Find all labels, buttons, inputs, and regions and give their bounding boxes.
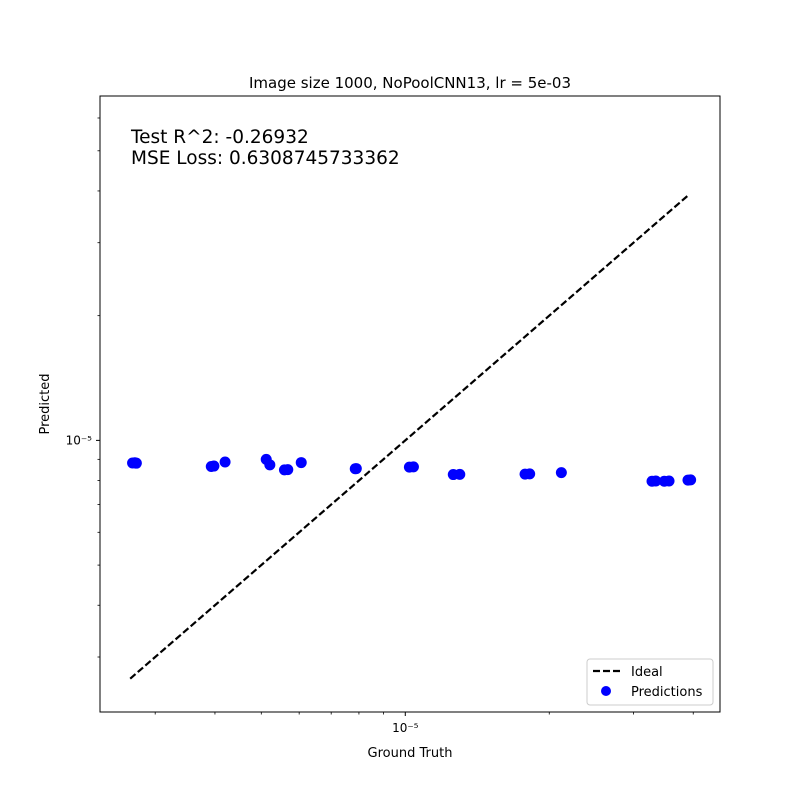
x-axis-label: Ground Truth [368,746,453,761]
y-axis-label: Predicted [38,373,53,434]
prediction-point [407,461,419,473]
prediction-point [663,475,675,487]
prediction-point [208,460,220,472]
y-tick-label: 10⁻⁵ [66,433,93,447]
prediction-point [685,474,697,486]
r2-annotation: Test R^2: -0.26932 [130,127,309,148]
legend-predictions-swatch [601,686,611,696]
data-marks [127,194,697,680]
x-tick-label: 10⁻⁵ [392,721,419,735]
axis-ticks: 10⁻⁵ 10⁻⁵ [66,117,694,735]
prediction-point [295,457,307,469]
chart-title: Image size 1000, NoPoolCNN13, lr = 5e-03 [249,74,571,92]
legend-ideal-label: Ideal [631,665,663,680]
axes-frame [99,95,721,713]
legend-predictions-label: Predictions [631,685,703,700]
prediction-point [282,464,294,476]
prediction-point [454,468,466,480]
ideal-line [129,194,689,680]
prediction-point [650,475,662,487]
prediction-point [350,463,362,475]
prediction-point [524,468,536,480]
prediction-point [555,467,567,479]
mse-annotation: MSE Loss: 0.6308745733362 [131,148,400,169]
legend: Ideal Predictions [586,658,714,706]
prediction-point [219,456,231,468]
prediction-point [130,457,142,469]
prediction-point [264,459,276,471]
